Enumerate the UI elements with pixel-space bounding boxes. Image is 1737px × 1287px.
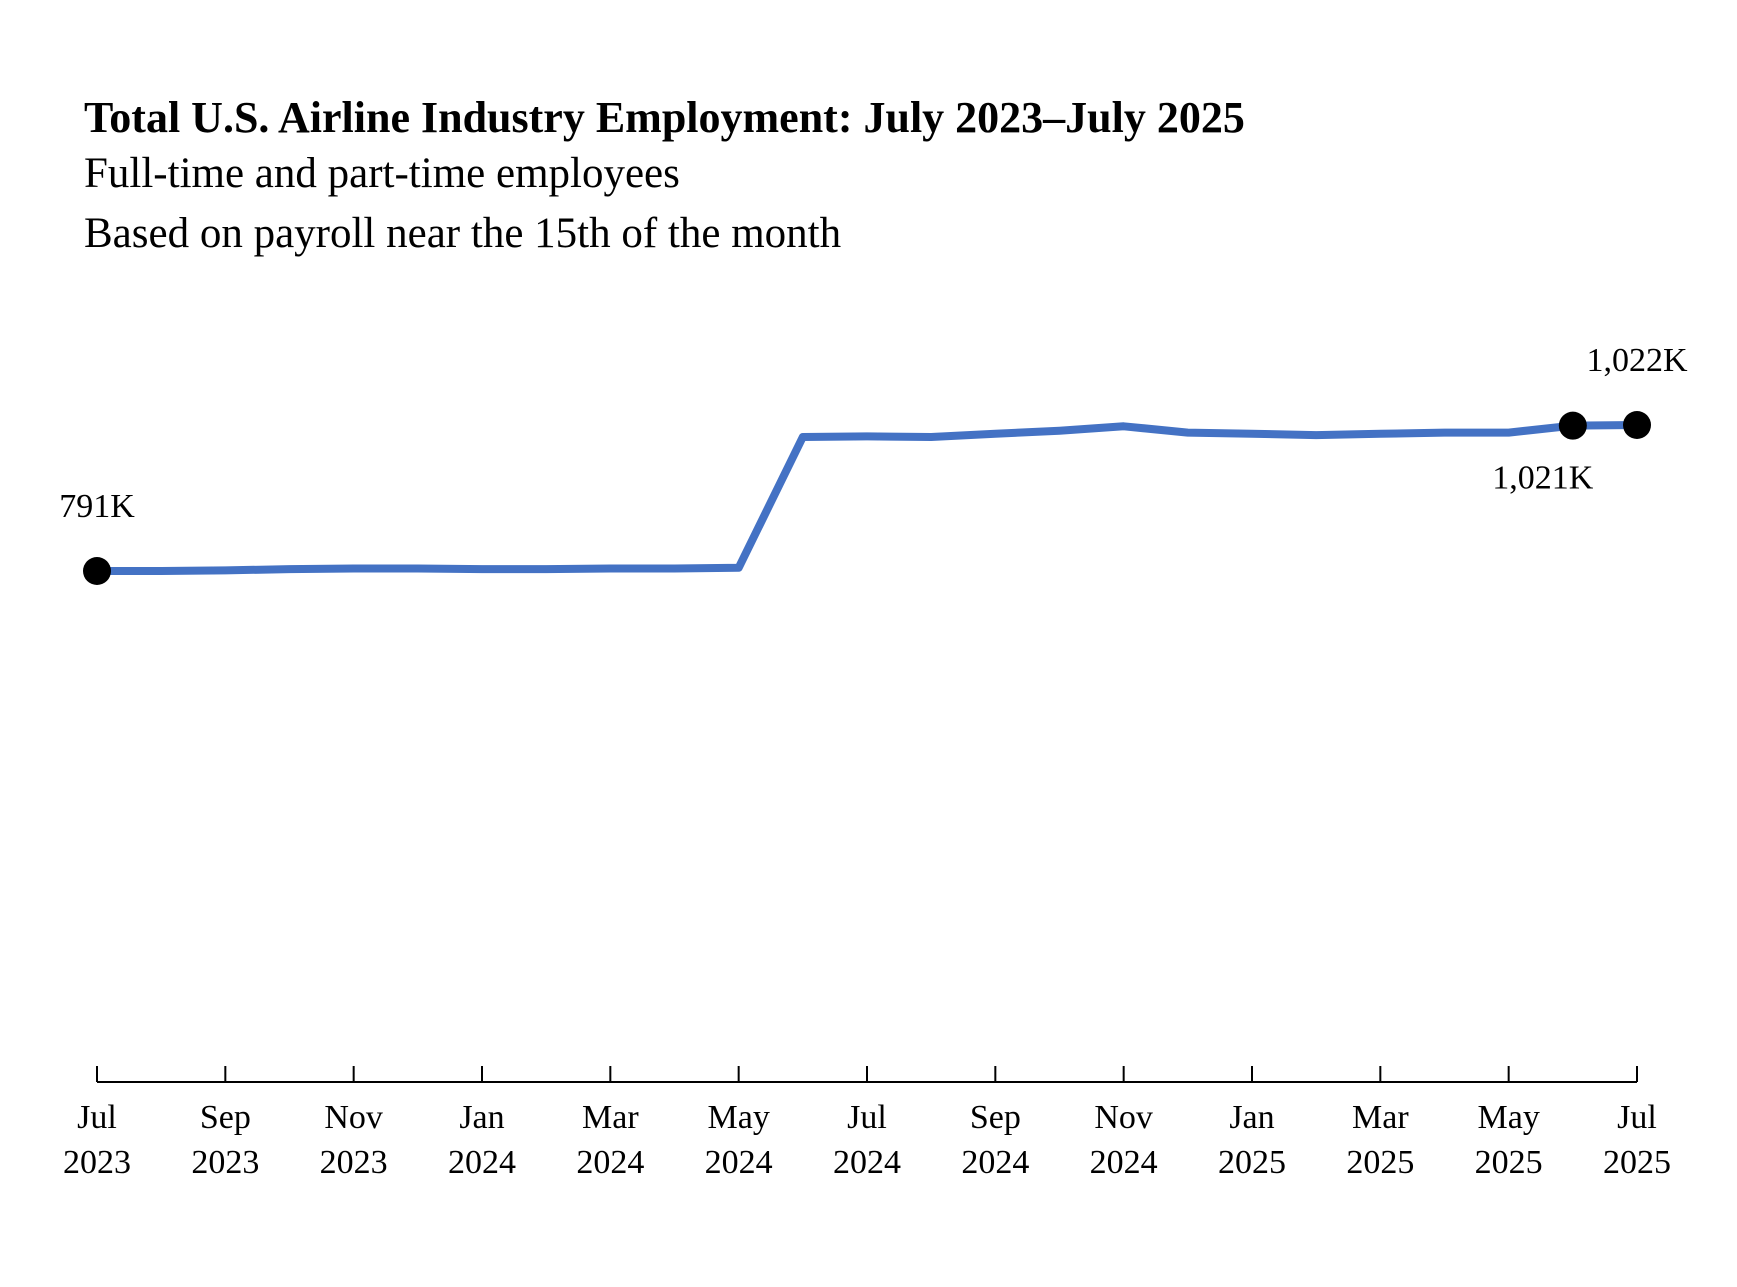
x-tick-label-year: 2023 [63,1144,131,1181]
x-tick-label-month: Jul [77,1099,117,1136]
x-tick-label-year: 2023 [320,1144,388,1181]
chart-titles: Total U.S. Airline Industry Employment: … [84,92,1245,264]
x-tick-label-month: Jul [847,1099,887,1136]
x-tick-label-year: 2024 [448,1144,516,1181]
x-tick-label-year: 2024 [1090,1144,1158,1181]
data-point-marker [1623,411,1651,439]
data-label: 1,021K [1492,460,1594,497]
x-tick-label-year: 2025 [1475,1144,1543,1181]
x-tick-label-month: Jan [459,1099,504,1136]
data-label: 791K [59,488,135,525]
x-tick-label-month: Nov [324,1099,383,1136]
x-tick-label-month: May [708,1099,770,1136]
chart-subtitle-2: Based on payroll near the 15th of the mo… [84,210,842,257]
chart-subtitle-1: Full-time and part-time employees [84,150,680,197]
x-tick-label-month: Nov [1094,1099,1153,1136]
x-tick-label-year: 2024 [961,1144,1029,1181]
x-tick-label-month: Jan [1229,1099,1274,1136]
data-point-marker [83,557,111,585]
x-tick-label-year: 2024 [833,1144,901,1181]
x-tick-label-month: Sep [200,1099,251,1136]
x-tick-label-year: 2025 [1603,1144,1671,1181]
chart-title: Total U.S. Airline Industry Employment: … [84,93,1245,142]
series-line [93,421,1641,575]
x-tick-label-year: 2025 [1346,1144,1414,1181]
x-tick-label-month: Jul [1617,1099,1657,1136]
x-tick-label-month: Mar [582,1099,639,1136]
data-label: 1,022K [1586,342,1688,379]
x-tick-label-year: 2025 [1218,1144,1286,1181]
x-tick-label-year: 2024 [705,1144,773,1181]
x-tick-label-year: 2024 [576,1144,644,1181]
x-tick-label-month: Mar [1352,1099,1409,1136]
x-tick-label-month: May [1478,1099,1540,1136]
x-tick-label-month: Sep [970,1099,1021,1136]
data-point-marker [1558,411,1587,440]
x-tick-label-year: 2023 [191,1144,259,1181]
